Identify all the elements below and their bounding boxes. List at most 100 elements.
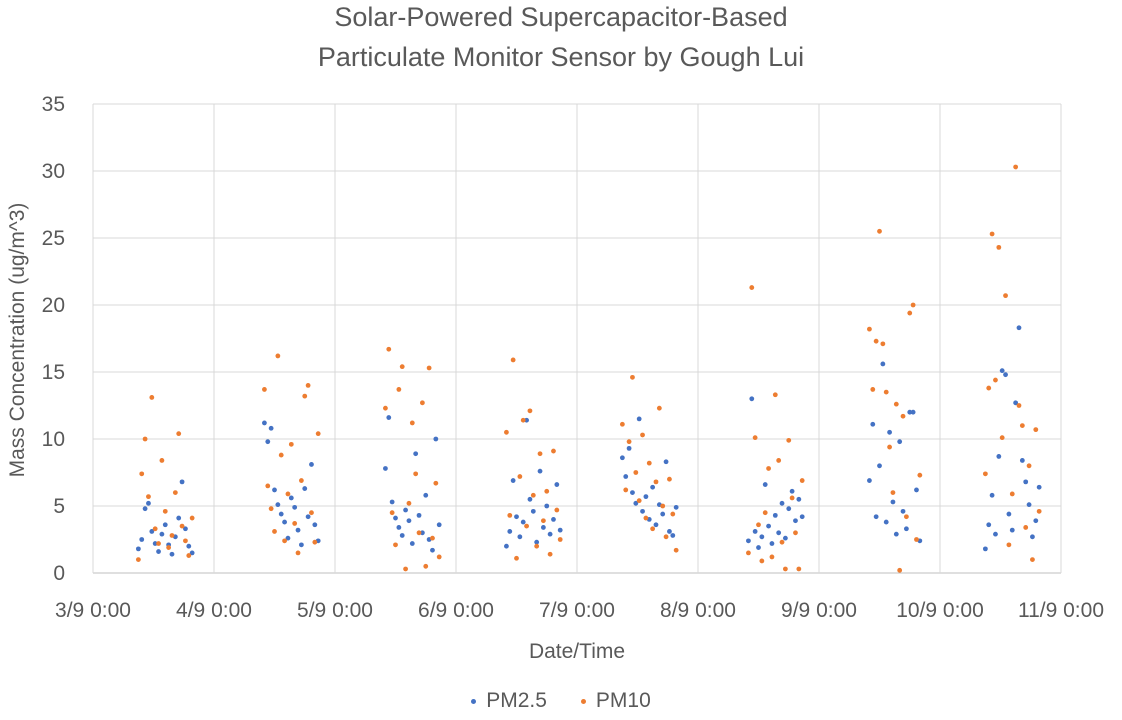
data-point <box>772 512 778 518</box>
data-point <box>393 542 398 548</box>
data-point <box>524 523 529 529</box>
y-tick-label: 5 <box>53 495 65 518</box>
data-point <box>893 401 899 407</box>
x-tick-labels: 3/9 0:00 4/9 0:00 5/9 0:00 6/9 0:00 7/9 0:00… <box>55 599 1104 622</box>
data-point <box>413 471 419 477</box>
data-point <box>436 554 442 560</box>
data-point <box>278 511 284 517</box>
data-point <box>540 518 546 524</box>
data-point <box>272 529 277 534</box>
data-point <box>186 553 192 558</box>
data-point <box>633 500 639 506</box>
data-point <box>653 522 659 528</box>
data-point <box>786 437 792 443</box>
data-point <box>982 471 988 477</box>
data-point <box>162 508 168 514</box>
data-point <box>295 550 301 556</box>
data-point <box>159 458 165 463</box>
data-point <box>1019 458 1025 463</box>
data-point <box>399 533 405 538</box>
data-point <box>393 515 398 521</box>
data-point <box>527 496 533 502</box>
data-point <box>1009 527 1015 533</box>
data-point <box>396 387 402 392</box>
data-point <box>630 490 635 495</box>
data-point <box>554 507 560 513</box>
data-point <box>551 517 556 522</box>
data-point <box>426 365 432 371</box>
data-point <box>146 494 151 500</box>
data-point <box>430 547 435 553</box>
data-point <box>547 551 553 557</box>
data-point <box>275 353 281 359</box>
data-point <box>756 545 761 550</box>
data-point <box>135 557 141 562</box>
y-tick-label: 20 <box>42 294 65 317</box>
data-point <box>897 439 903 445</box>
y-tick-label: 10 <box>42 428 65 451</box>
data-point <box>897 567 903 573</box>
data-point <box>626 439 632 445</box>
data-point <box>1006 542 1012 548</box>
data-point <box>999 368 1005 374</box>
data-point <box>880 361 886 367</box>
data-point <box>667 476 672 482</box>
data-point <box>189 515 195 521</box>
data-point <box>789 495 795 501</box>
data-point <box>893 531 899 537</box>
data-point <box>288 495 294 501</box>
data-point <box>1009 491 1015 497</box>
data-point <box>305 383 311 388</box>
data-point <box>762 510 768 516</box>
data-point <box>633 470 639 475</box>
data-point <box>302 393 308 399</box>
data-point <box>262 420 267 426</box>
data-point <box>530 508 536 514</box>
data-point <box>910 409 916 415</box>
data-point <box>880 341 886 347</box>
y-tick-label: 0 <box>53 562 65 585</box>
data-point <box>1013 164 1019 170</box>
data-point <box>759 558 765 564</box>
data-point <box>312 522 318 528</box>
data-point <box>413 451 419 457</box>
data-point <box>786 506 792 512</box>
data-point <box>419 400 425 406</box>
data-point <box>179 479 185 485</box>
data-point <box>540 525 546 530</box>
data-point <box>162 522 168 528</box>
data-point <box>282 519 287 525</box>
data-point <box>887 444 892 450</box>
data-point <box>315 431 321 437</box>
x-tick-label: 3/9 0:00 <box>55 599 131 622</box>
data-point <box>183 526 188 532</box>
data-point <box>423 492 429 498</box>
data-point <box>295 527 301 533</box>
data-point <box>149 395 155 400</box>
data-point <box>514 555 519 561</box>
data-point <box>517 474 523 479</box>
data-point <box>877 228 882 234</box>
y-axis-title: Mass Concentration (ug/m^3) <box>6 203 29 478</box>
data-point <box>673 504 679 510</box>
data-point <box>142 436 148 442</box>
data-point <box>653 479 659 485</box>
data-point <box>312 539 318 545</box>
data-point <box>759 534 765 540</box>
data-point <box>636 416 642 422</box>
data-point <box>172 490 178 495</box>
data-point <box>900 508 906 514</box>
data-point <box>903 526 909 532</box>
data-point <box>746 550 751 556</box>
data-points <box>135 164 1042 573</box>
data-point <box>900 413 906 419</box>
series-pm10 <box>135 164 1042 573</box>
data-point <box>530 492 536 498</box>
data-point <box>656 405 662 411</box>
data-point <box>389 510 395 516</box>
data-point <box>883 519 889 525</box>
data-point <box>636 498 642 504</box>
y-tick-labels: 0 5 10 15 20 25 30 35 <box>42 93 65 585</box>
data-point <box>534 543 540 549</box>
data-point <box>1026 463 1032 469</box>
